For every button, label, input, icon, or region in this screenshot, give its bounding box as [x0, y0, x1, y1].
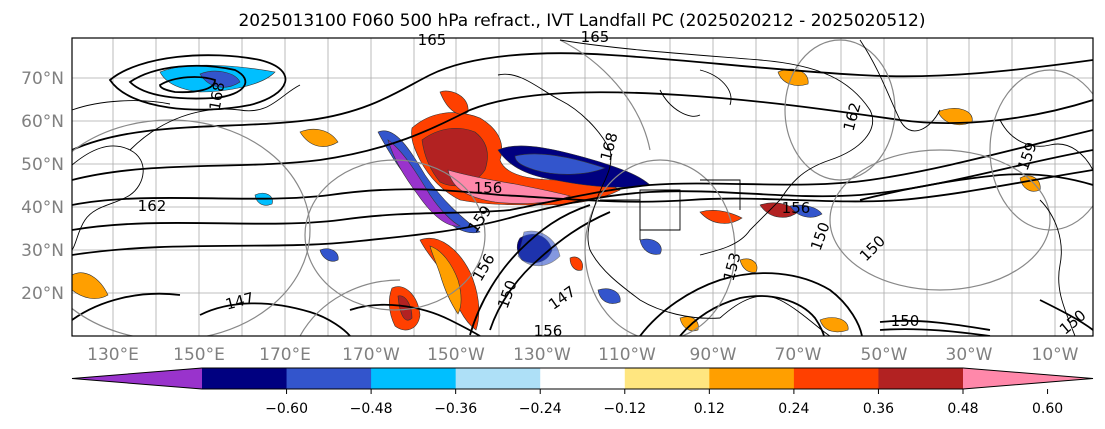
contour-label: 168: [206, 80, 229, 111]
lon-label: 150°W: [427, 345, 485, 365]
colorbar-outline: [71, 367, 1094, 390]
refractivity-contours: [72, 52, 1093, 336]
contour-label: 162: [138, 197, 167, 215]
colorbar-tick-label: 0.12: [694, 401, 725, 417]
colorbar-min-extension: [72, 368, 202, 389]
lon-label: 150°E: [173, 345, 225, 365]
lon-label: 90°W: [690, 345, 737, 365]
longitude-labels: 130°E 150°E 170°E 170°W 150°W 130°W 110°…: [87, 345, 1079, 365]
map-frame: [71, 37, 1094, 337]
colorbar-tick-label: −0.24: [519, 401, 562, 417]
contour-label: 156: [474, 179, 503, 197]
contour-label: 165: [581, 28, 610, 46]
colorbar-segment: [540, 368, 626, 389]
lon-label: 110°W: [598, 345, 656, 365]
colorbar-tick-label: −0.60: [265, 401, 308, 417]
lat-label: 70°N: [21, 69, 64, 89]
lon-label: 170°W: [342, 345, 400, 365]
lon-label: 70°W: [775, 345, 822, 365]
map-panel: [71, 37, 1094, 337]
contour-labels: 165 165 162 156 159 156 150 147 147 156 …: [138, 28, 1090, 340]
lon-label: 130°W: [513, 345, 571, 365]
lat-label: 60°N: [21, 112, 64, 132]
colorbar-segment: [202, 368, 288, 389]
lat-label: 50°N: [21, 155, 64, 175]
colorbar-tick-label: 0.36: [863, 401, 894, 417]
lat-label: 40°N: [21, 198, 64, 218]
colorbar-segment: [371, 368, 457, 389]
contour-label: 150: [891, 312, 920, 330]
lon-label: 30°W: [946, 345, 993, 365]
lon-label: 10°W: [1032, 345, 1079, 365]
colorbar-tick-label: −0.12: [603, 401, 646, 417]
lat-label: 20°N: [21, 284, 64, 304]
coastlines: [72, 39, 1093, 336]
colorbar-segment: [878, 368, 964, 389]
colorbar-tick-label: 0.48: [947, 401, 978, 417]
ivt-shading: [72, 64, 1041, 333]
colorbar-segment: [286, 368, 372, 389]
colorbar-segment: [793, 368, 879, 389]
colorbar-tick-label: 0.24: [778, 401, 809, 417]
lon-label: 50°W: [861, 345, 908, 365]
contour-label: 165: [418, 31, 447, 49]
lon-label: 170°E: [259, 345, 311, 365]
colorbar-segment: [455, 368, 541, 389]
colorbar-max-extension: [963, 368, 1093, 389]
colorbar-tick-label: −0.36: [434, 401, 477, 417]
colorbar: −0.60 −0.48 −0.36 −0.24 −0.12 0.12 0.24 0.36 0.4…: [71, 367, 1094, 417]
colorbar-tick-label: −0.48: [350, 401, 393, 417]
latitude-labels: 70°N 60°N 50°N 40°N 30°N 20°N: [21, 69, 64, 304]
contour-label: 156: [534, 322, 563, 340]
colorbar-segment: [709, 368, 795, 389]
colorbar-tick-label: 0.60: [1032, 401, 1063, 417]
contour-label: 156: [782, 199, 811, 217]
colorbar-segment: [624, 368, 710, 389]
lon-label: 130°E: [87, 345, 139, 365]
map-title: 2025013100 F060 500 hPa refract., IVT La…: [238, 11, 925, 31]
lat-label: 30°N: [21, 241, 64, 261]
